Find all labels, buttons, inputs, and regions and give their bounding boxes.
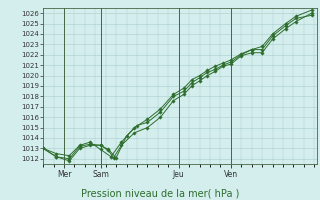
Text: Pression niveau de la mer( hPa ): Pression niveau de la mer( hPa ) — [81, 188, 239, 198]
